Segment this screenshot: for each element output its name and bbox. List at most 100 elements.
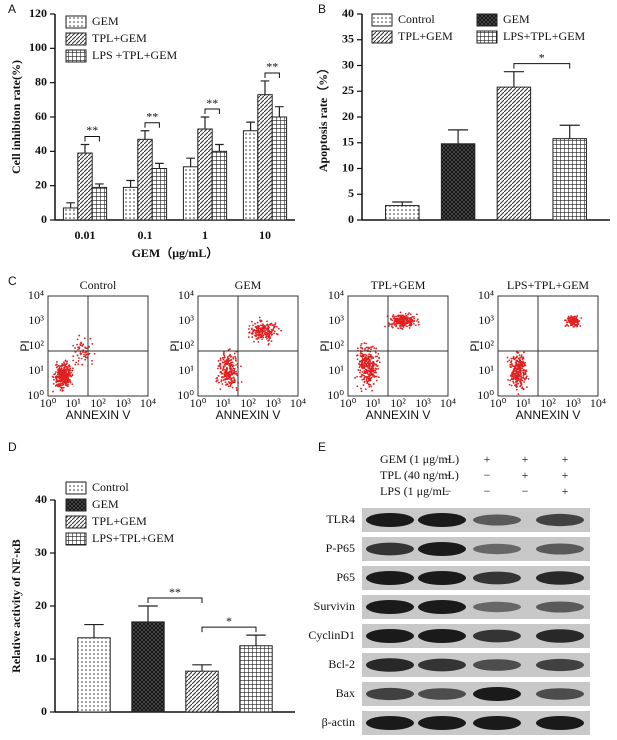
- cell-dot: [266, 330, 269, 332]
- cell-dot: [522, 357, 525, 360]
- cell-dot: [71, 374, 74, 377]
- condition-sign: −: [445, 468, 452, 482]
- legend-label: GEM: [92, 14, 119, 28]
- cell-dot: [361, 371, 364, 373]
- error-bar: [448, 129, 469, 144]
- cell-dot: [377, 352, 380, 355]
- significance-label: **: [86, 123, 98, 137]
- cell-dot: [56, 373, 59, 376]
- cell-dot: [67, 377, 70, 380]
- cell-dot: [399, 324, 401, 327]
- cell-dot: [54, 375, 57, 378]
- cell-dot: [377, 368, 379, 370]
- y-tick-label: 40: [35, 492, 47, 506]
- significance-bracket: [144, 122, 160, 128]
- cell-dot: [230, 379, 233, 382]
- cell-dot: [364, 362, 367, 364]
- cell-dot: [219, 367, 222, 370]
- cell-dot: [369, 379, 372, 382]
- cell-dot: [370, 355, 373, 358]
- cell-dot: [78, 357, 80, 359]
- legend-swatch: [371, 30, 393, 44]
- blot-band: [418, 542, 466, 556]
- cell-dot: [571, 323, 574, 326]
- cell-dot: [565, 319, 567, 322]
- cell-dot: [514, 369, 517, 372]
- cell-dot: [413, 317, 416, 320]
- cell-dot: [518, 358, 521, 361]
- cell-dot: [271, 333, 274, 336]
- cell-dot: [362, 384, 365, 386]
- cell-dot: [268, 326, 270, 329]
- cell-dot: [523, 381, 526, 383]
- cell-dot: [573, 316, 575, 319]
- cell-dot: [523, 351, 525, 354]
- y-tick-label: 30: [35, 545, 47, 559]
- cell-dot: [219, 371, 222, 374]
- cell-dot: [507, 378, 509, 381]
- cell-dot: [367, 367, 370, 369]
- bar: [151, 168, 168, 221]
- legend-swatch: [65, 515, 87, 529]
- flow-x-tick: 10¹: [515, 396, 531, 410]
- cell-dot: [78, 334, 81, 337]
- cell-dot: [234, 358, 237, 361]
- cell-dot: [63, 361, 65, 364]
- cell-dot: [229, 353, 231, 356]
- cell-dot: [370, 368, 373, 371]
- cell-dot: [252, 324, 254, 327]
- cell-dot: [406, 318, 409, 321]
- cell-dot: [361, 352, 363, 355]
- cell-dot: [68, 378, 71, 381]
- cell-dot: [272, 327, 275, 330]
- cell-dot: [260, 336, 263, 339]
- cell-dot: [55, 384, 58, 387]
- cell-dot: [225, 377, 228, 380]
- legend-label: LPS+TPL+GEM: [503, 29, 586, 43]
- cell-dot: [527, 378, 530, 380]
- cell-dot: [577, 323, 580, 325]
- condition-label: TPL (40 ng/mL): [380, 468, 459, 482]
- cell-dot: [263, 327, 266, 329]
- cell-dot: [359, 369, 362, 372]
- cell-dot: [228, 348, 231, 351]
- cell-dot: [268, 323, 271, 326]
- condition-sign: +: [484, 452, 491, 466]
- cell-dot: [280, 329, 282, 332]
- cell-dot: [400, 323, 403, 326]
- cell-dot: [267, 327, 270, 330]
- legend-label: TPL+GEM: [92, 31, 147, 45]
- cell-dot: [67, 365, 70, 368]
- cell-dot: [512, 365, 515, 368]
- error-bar: [66, 202, 75, 208]
- cell-dot: [521, 386, 524, 389]
- cell-dot: [261, 330, 264, 333]
- cell-dot: [259, 324, 262, 327]
- protein-label: TLR4: [326, 512, 355, 526]
- cell-dot: [404, 315, 406, 318]
- cell-dot: [396, 322, 399, 325]
- cell-dot: [222, 358, 225, 361]
- bar: [182, 166, 199, 221]
- cell-dot: [366, 382, 369, 385]
- cell-dot: [60, 364, 63, 367]
- cell-dot: [64, 371, 67, 374]
- legend-label: LPS +TPL+GEM: [92, 48, 178, 62]
- bar: [91, 186, 108, 221]
- flow-y-tick: 10³: [178, 313, 194, 327]
- flow-y-tick: 10⁴: [28, 288, 44, 302]
- cell-dot: [65, 365, 68, 368]
- error-bar: [84, 623, 104, 638]
- cell-dot: [360, 362, 363, 365]
- condition-label: LPS (1 μg/mL: [380, 484, 449, 498]
- cell-dot: [56, 380, 58, 383]
- flow-x-tick: 10⁴: [290, 396, 306, 410]
- bar: [185, 670, 219, 713]
- cell-dot: [233, 379, 236, 382]
- cell-dot: [371, 372, 373, 375]
- cell-dot: [365, 380, 368, 383]
- cell-dot: [78, 347, 81, 350]
- cell-dot: [360, 373, 363, 376]
- cell-dot: [566, 321, 568, 324]
